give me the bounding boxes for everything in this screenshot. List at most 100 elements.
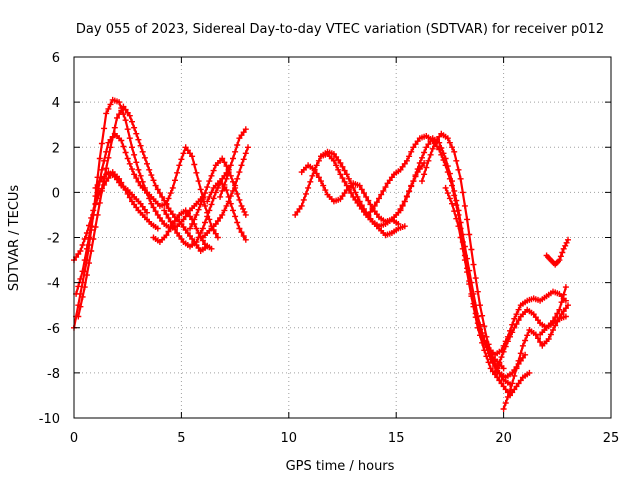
data-point xyxy=(545,336,552,342)
data-point xyxy=(88,248,95,254)
data-point xyxy=(524,332,531,339)
data-point xyxy=(135,136,142,143)
data-point xyxy=(341,167,348,174)
data-point xyxy=(526,369,533,376)
data-point xyxy=(242,150,249,157)
data-point xyxy=(81,257,88,264)
data-point xyxy=(88,214,95,221)
y-tick-label: 2 xyxy=(52,141,60,156)
data-point xyxy=(148,172,155,179)
data-point xyxy=(410,178,417,185)
x-tick-label: 20 xyxy=(495,431,512,446)
data-point xyxy=(148,200,155,207)
data-point xyxy=(562,297,569,304)
data-point xyxy=(419,163,425,170)
data-point xyxy=(86,260,92,267)
data-point xyxy=(305,184,312,191)
data-point xyxy=(83,272,90,279)
data-point xyxy=(333,162,340,169)
data-point xyxy=(206,207,213,214)
data-point xyxy=(96,155,103,162)
data-point xyxy=(479,312,486,319)
data-point xyxy=(98,140,105,147)
data-point xyxy=(446,139,453,146)
data-point xyxy=(449,178,455,185)
data-point xyxy=(238,229,245,236)
data-point xyxy=(438,145,445,151)
data-point xyxy=(159,193,166,200)
data-point xyxy=(356,198,363,205)
y-axis-label: SDTVAR / TECUs xyxy=(7,185,22,292)
data-point xyxy=(197,201,204,208)
data-point xyxy=(350,184,357,191)
data-point xyxy=(150,204,157,211)
data-point xyxy=(202,219,208,226)
data-point xyxy=(565,236,571,243)
data-point xyxy=(468,293,475,300)
data-point xyxy=(509,329,516,336)
data-point xyxy=(352,189,359,196)
data-point xyxy=(242,126,249,133)
data-point xyxy=(537,339,544,345)
data-point xyxy=(436,139,443,146)
y-tick-label: 6 xyxy=(52,51,60,66)
series-arc-18 xyxy=(442,184,533,399)
data-point xyxy=(98,166,105,173)
data-point xyxy=(135,178,142,185)
data-point xyxy=(195,178,202,185)
data-point xyxy=(129,144,135,151)
x-axis-label: GPS time / hours xyxy=(286,459,395,474)
data-point xyxy=(191,161,198,168)
data-point xyxy=(98,187,105,194)
data-point xyxy=(483,353,490,360)
data-point xyxy=(172,177,178,184)
data-point xyxy=(562,313,569,320)
data-point xyxy=(122,149,129,156)
data-point xyxy=(230,207,236,214)
data-point xyxy=(208,189,215,196)
data-point xyxy=(103,110,110,117)
data-point xyxy=(124,126,131,133)
series-line xyxy=(481,290,568,356)
grid-lines xyxy=(74,57,611,418)
data-point xyxy=(191,216,198,223)
data-point xyxy=(522,351,529,358)
data-point xyxy=(204,184,211,191)
data-point xyxy=(116,111,123,118)
series-arc-9 xyxy=(204,178,249,243)
data-point xyxy=(208,201,215,208)
data-point xyxy=(236,169,243,176)
series-arc-4 xyxy=(75,103,211,320)
data-point xyxy=(457,234,464,241)
data-point xyxy=(367,201,374,208)
data-point xyxy=(214,234,221,241)
data-point xyxy=(141,154,148,161)
data-point xyxy=(131,124,138,131)
data-point xyxy=(451,148,458,155)
data-point xyxy=(361,190,367,197)
data-point xyxy=(453,215,460,222)
data-point xyxy=(101,157,108,164)
data-point xyxy=(416,160,423,166)
data-point xyxy=(339,163,346,170)
data-point xyxy=(223,187,230,194)
data-point xyxy=(165,228,172,235)
data-point xyxy=(313,162,320,169)
data-point xyxy=(139,148,146,155)
data-point xyxy=(376,195,382,202)
data-point xyxy=(483,341,490,348)
data-point xyxy=(193,169,200,176)
data-point xyxy=(382,184,389,191)
data-point xyxy=(187,225,193,232)
data-point xyxy=(152,208,159,215)
data-point xyxy=(300,196,307,203)
data-point xyxy=(230,178,236,185)
data-point xyxy=(472,275,479,282)
data-point xyxy=(455,166,462,173)
data-point xyxy=(86,234,92,241)
data-point xyxy=(500,365,507,372)
data-point xyxy=(144,209,150,216)
data-point xyxy=(77,303,84,310)
data-point xyxy=(120,143,127,150)
data-point xyxy=(519,342,526,349)
